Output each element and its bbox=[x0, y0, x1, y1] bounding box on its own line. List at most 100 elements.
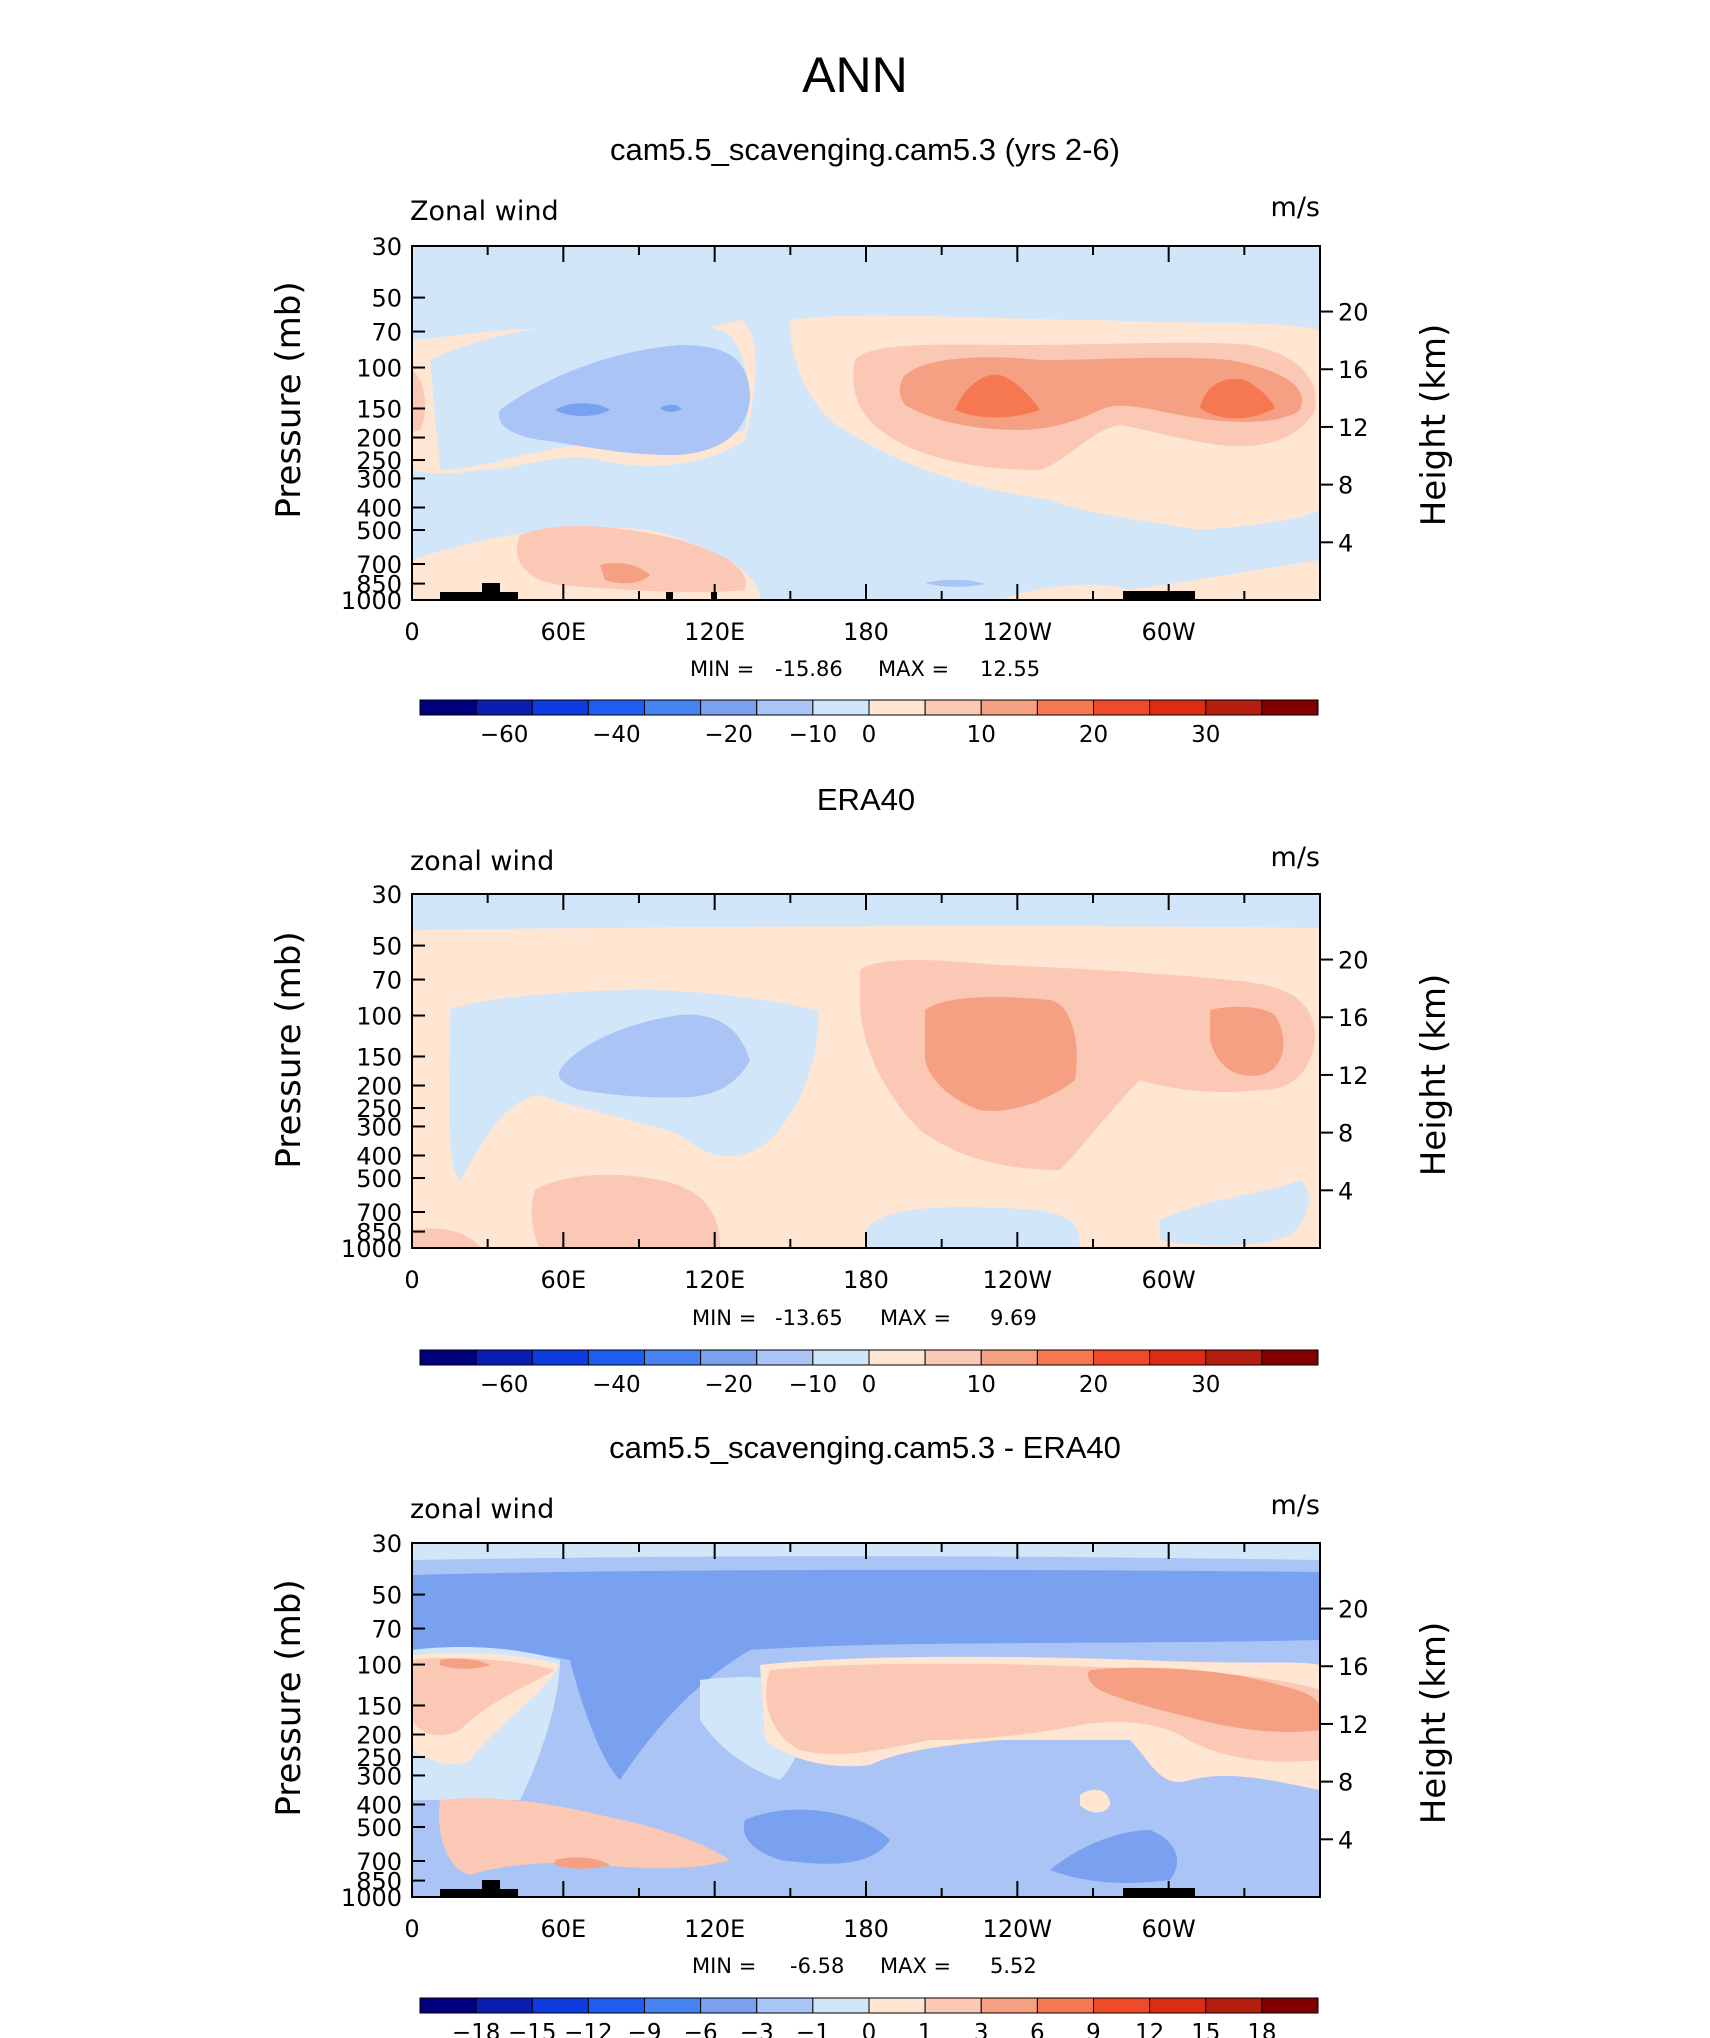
colorbar-swatch bbox=[1205, 1349, 1263, 1366]
colorbar-swatch bbox=[644, 1349, 702, 1366]
y-axis-label: Pressure (mb) bbox=[269, 281, 309, 518]
colorbar-swatch bbox=[924, 1349, 982, 1366]
panel-title: cam5.5_scavenging.cam5.3 - ERA40 bbox=[609, 1430, 1121, 1465]
colorbar-swatch bbox=[1093, 1997, 1151, 2014]
min-label: MIN = bbox=[692, 1306, 756, 1330]
min-value: -6.58 bbox=[790, 1954, 844, 1978]
colorbar-tick-label: −40 bbox=[592, 1372, 641, 1398]
colorbar-tick-label: −12 bbox=[564, 2020, 613, 2038]
y-right-tick-label: 12 bbox=[1338, 1711, 1369, 1739]
y-tick-label: 700 bbox=[356, 1199, 402, 1227]
left-label: zonal wind bbox=[410, 846, 554, 877]
y-right-tick-label: 8 bbox=[1338, 1769, 1353, 1797]
x-tick-label: 180 bbox=[843, 618, 889, 646]
field-contour-negative-10 bbox=[499, 345, 750, 455]
colorbar-tick-label: −9 bbox=[628, 2020, 662, 2038]
colorbar-swatch bbox=[1261, 699, 1319, 716]
colorbar-swatch bbox=[756, 699, 814, 716]
colorbar-tick-label: −60 bbox=[480, 722, 529, 748]
min-label: MIN = bbox=[690, 657, 754, 681]
y-tick-label: 400 bbox=[356, 1142, 402, 1170]
colorbar-swatch bbox=[644, 699, 702, 716]
y-tick-label: 30 bbox=[371, 881, 402, 909]
left-label: zonal wind bbox=[410, 1494, 554, 1525]
y-right-tick-label: 20 bbox=[1338, 1596, 1369, 1624]
y-tick-label: 150 bbox=[356, 1043, 402, 1071]
y-tick-label: 70 bbox=[371, 319, 402, 347]
colorbar-swatch bbox=[1093, 699, 1151, 716]
colorbar-swatch bbox=[419, 1997, 477, 2014]
colorbar-tick-label: 0 bbox=[862, 722, 877, 748]
y-axis-label: Pressure (mb) bbox=[269, 931, 309, 1168]
colorbar-tick-label: 10 bbox=[967, 722, 996, 748]
colorbar-swatch bbox=[1205, 1997, 1263, 2014]
field-contour-positive-6 bbox=[1088, 1667, 1320, 1732]
colorbar-tick-label: −40 bbox=[592, 722, 641, 748]
y-tick-label: 150 bbox=[356, 1692, 402, 1720]
y-axis-label-right: Height (km) bbox=[1414, 974, 1454, 1177]
x-tick-label: 120E bbox=[684, 1266, 745, 1294]
colorbar-tick-label: −18 bbox=[452, 2020, 501, 2038]
x-tick-label: 120E bbox=[684, 618, 745, 646]
x-tick-label: 0 bbox=[404, 618, 419, 646]
y-tick-label: 1000 bbox=[341, 587, 402, 615]
y-tick-label: 700 bbox=[356, 1848, 402, 1876]
colorbar-swatch bbox=[756, 1997, 814, 2014]
colorbar-tick-label: 15 bbox=[1191, 2020, 1220, 2038]
y-tick-label: 500 bbox=[356, 1814, 402, 1842]
colorbar-swatch bbox=[812, 1349, 870, 1366]
colorbar-swatch bbox=[587, 699, 645, 716]
y-tick-label: 400 bbox=[356, 494, 402, 522]
colorbar-tick-label: −6 bbox=[684, 2020, 718, 2038]
colorbar-swatch bbox=[531, 1997, 589, 2014]
y-tick-label: 200 bbox=[356, 1722, 402, 1750]
y-right-tick-label: 8 bbox=[1338, 472, 1353, 500]
field-contour-positive-5 bbox=[412, 370, 426, 432]
colorbar-swatch bbox=[419, 1349, 477, 1366]
y-right-tick-label: 12 bbox=[1338, 1062, 1369, 1090]
y-axis-label-right: Height (km) bbox=[1414, 324, 1454, 527]
y-tick-label: 300 bbox=[356, 1762, 402, 1790]
field-contour-positive-10 bbox=[1210, 1006, 1284, 1076]
y-tick-label: 30 bbox=[371, 1530, 402, 1558]
colorbar-swatch bbox=[475, 1349, 533, 1366]
y-tick-label: 50 bbox=[371, 1582, 402, 1610]
units-label: m/s bbox=[1271, 192, 1320, 223]
colorbar-tick-label: 12 bbox=[1135, 2020, 1164, 2038]
colorbar-swatch bbox=[1205, 699, 1263, 716]
x-tick-label: 120W bbox=[983, 1915, 1053, 1943]
max-value: 12.55 bbox=[980, 657, 1040, 681]
x-tick-label: 180 bbox=[843, 1915, 889, 1943]
y-tick-label: 100 bbox=[356, 355, 402, 383]
y-tick-label: 30 bbox=[371, 233, 402, 261]
x-tick-label: 60E bbox=[540, 1915, 586, 1943]
colorbar-tick-label: −10 bbox=[789, 1372, 838, 1398]
y-right-tick-label: 16 bbox=[1338, 1653, 1369, 1681]
y-tick-label: 50 bbox=[371, 285, 402, 313]
colorbar-swatch bbox=[812, 699, 870, 716]
y-tick-label: 300 bbox=[356, 1113, 402, 1141]
colorbar-tick-label: 10 bbox=[967, 1372, 996, 1398]
y-tick-label: 500 bbox=[356, 1165, 402, 1193]
colorbar-tick-label: −3 bbox=[740, 2020, 774, 2038]
colorbar-swatch bbox=[1036, 1349, 1094, 1366]
x-tick-label: 60W bbox=[1142, 1915, 1196, 1943]
colorbar-tick-label: −20 bbox=[704, 1372, 753, 1398]
plot-area bbox=[411, 893, 1321, 1249]
y-tick-label: 1000 bbox=[341, 1235, 402, 1263]
colorbar-tick-label: 6 bbox=[1030, 2020, 1045, 2038]
y-tick-label: 150 bbox=[356, 395, 402, 423]
colorbar-swatch bbox=[587, 1349, 645, 1366]
colorbar-tick-label: 30 bbox=[1191, 722, 1220, 748]
max-value: 9.69 bbox=[990, 1306, 1037, 1330]
colorbar-tick-label: 20 bbox=[1079, 722, 1108, 748]
colorbar-tick-label: −10 bbox=[789, 722, 838, 748]
y-tick-label: 70 bbox=[371, 1616, 402, 1644]
panel-title: ERA40 bbox=[817, 782, 915, 817]
x-tick-label: 60W bbox=[1142, 1266, 1196, 1294]
colorbar-swatch bbox=[700, 1997, 758, 2014]
y-tick-label: 100 bbox=[356, 1003, 402, 1031]
plot-area bbox=[411, 245, 1321, 601]
y-tick-label: 250 bbox=[356, 1744, 402, 1772]
topography bbox=[440, 1880, 1195, 1897]
